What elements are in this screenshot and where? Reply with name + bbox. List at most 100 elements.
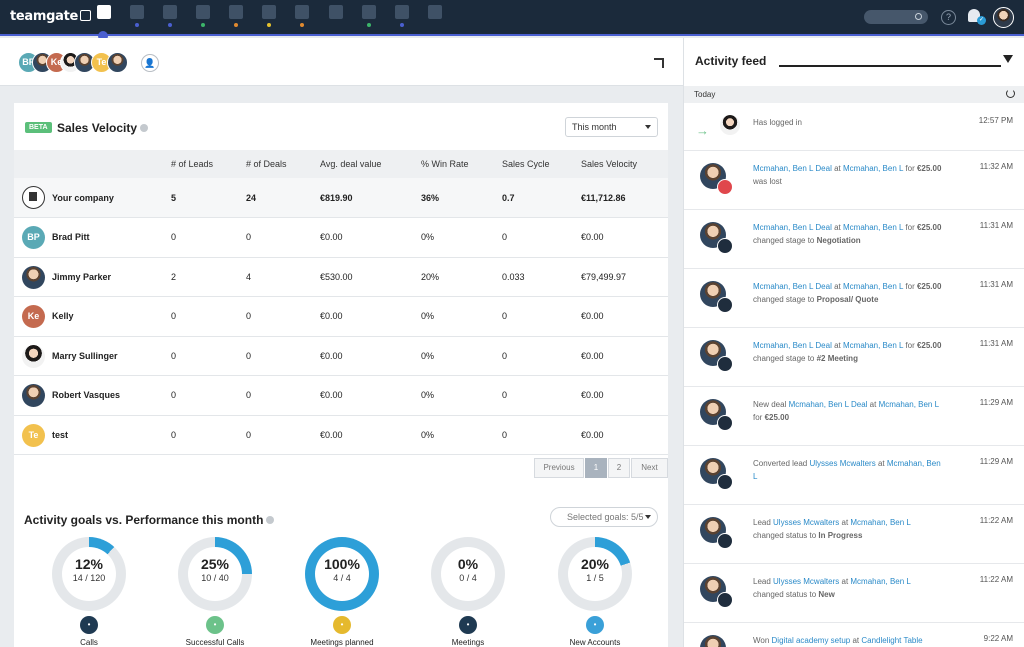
refresh-icon[interactable]	[1006, 89, 1015, 98]
info-icon[interactable]	[266, 516, 275, 524]
feed-link[interactable]: Ulysses Mcwalters	[773, 577, 840, 586]
table-row[interactable]: Jimmy Parker 2 4 €530.00 20% 0.033 €79,499.97	[14, 257, 668, 297]
contacts-icon[interactable]	[196, 5, 210, 19]
table-row[interactable]: Your company 5 24 €819.90 36% 0.7 €11,712.86	[14, 178, 668, 218]
feed-link[interactable]: Mcmahan, Ben L	[753, 459, 941, 481]
companies-dot	[168, 23, 172, 27]
feed-link[interactable]: Mcmahan, Ben L	[850, 577, 911, 586]
cell-leads: 0	[171, 336, 246, 376]
teamgate-logo[interactable]: teamgate	[10, 9, 92, 24]
expand-icon[interactable]	[654, 58, 664, 68]
feed-user-avatar[interactable]	[700, 635, 726, 647]
table-row[interactable]: Te test 0 0 €0.00 0% 0 €0.00	[14, 415, 668, 455]
info-icon[interactable]	[140, 124, 149, 132]
feed-text: Lead Ulysses Mcwalters at Mcmahan, Ben L…	[753, 516, 943, 542]
feed-link[interactable]: Ulysses Mcwalters	[773, 518, 840, 527]
companies-icon[interactable]	[163, 5, 177, 19]
feed-link[interactable]: Mcmahan, Ben L	[842, 282, 904, 291]
calendar-icon[interactable]	[262, 5, 276, 19]
goal-fraction: 4 / 4	[333, 573, 351, 583]
feed-item[interactable]: → Has logged in 12:57 PM	[684, 103, 1024, 151]
help-icon[interactable]: ?	[941, 10, 956, 25]
feed-item[interactable]: Lead Ulysses Mcwalters at Mcmahan, Ben L…	[684, 505, 1024, 564]
feed-item[interactable]: Mcmahan, Ben L Deal at Mcmahan, Ben L fo…	[684, 151, 1024, 210]
add-user-icon[interactable]: 👤	[141, 54, 159, 72]
row-name-label: Jimmy Parker	[52, 271, 112, 282]
feed-link[interactable]: Mcmahan, Ben L	[842, 341, 904, 350]
logo-gear-icon	[80, 10, 92, 21]
team-avatar-te[interactable]: Te	[91, 52, 112, 73]
period-select[interactable]: This month	[565, 117, 658, 137]
feed-item[interactable]: Converted lead Ulysses Mcwalters at Mcma…	[684, 446, 1024, 505]
feed-item[interactable]: Lead Ulysses Mcwalters at Mcmahan, Ben L…	[684, 564, 1024, 623]
feed-item[interactable]: Mcmahan, Ben L Deal at Mcmahan, Ben L fo…	[684, 269, 1024, 328]
user-initials-avatar: Ke	[22, 305, 45, 328]
user-avatar	[22, 344, 45, 368]
feed-text: Won Digital academy setup at Candlelight…	[753, 634, 943, 647]
pagination-page-1[interactable]: 1	[585, 458, 607, 478]
col-leads: # of Leads	[171, 150, 246, 178]
team-avatar-photo[interactable]	[107, 52, 128, 73]
cell-deals: 4	[246, 257, 320, 297]
feed-item[interactable]: Mcmahan, Ben L Deal at Mcmahan, Ben L fo…	[684, 328, 1024, 387]
goal-progress-ring: 20% 1 / 5	[558, 537, 632, 611]
feed-link[interactable]: Mcmahan, Ben L	[878, 400, 939, 409]
feed-link[interactable]: Mcmahan, Ben L Deal	[788, 400, 868, 409]
table-row[interactable]: Robert Vasques 0 0 €0.00 0% 0 €0.00	[14, 375, 668, 416]
row-name: Your company	[14, 178, 171, 218]
feed-link[interactable]: Ulysses Mcwalters	[809, 459, 876, 468]
feed-link[interactable]: Candlelight Table	[861, 636, 923, 645]
goals-select[interactable]: Selected goals: 5/5	[550, 507, 658, 527]
feed-text-fragment: for	[753, 413, 765, 422]
feed-time: 11:31 AM	[979, 339, 1013, 348]
filter-icon[interactable]	[1003, 55, 1013, 63]
products-icon[interactable]	[295, 5, 309, 19]
cell-win: 0%	[421, 217, 502, 258]
feed-text-fragment: Lead	[753, 518, 774, 527]
cell-deals: 0	[246, 415, 320, 455]
feed-link[interactable]: Mcmahan, Ben L	[842, 223, 904, 232]
feed-time: 9:22 AM	[983, 634, 1013, 643]
feed-link[interactable]: Digital academy setup	[771, 636, 851, 645]
leads-icon[interactable]	[130, 5, 144, 19]
feed-text-fragment: at	[831, 341, 843, 350]
user-avatar[interactable]	[993, 7, 1014, 28]
sales-velocity-title: Sales Velocity	[57, 121, 149, 135]
reports-icon[interactable]	[362, 5, 376, 19]
lead-icon	[717, 592, 733, 608]
feed-link[interactable]: Mcmahan, Ben L	[850, 518, 911, 527]
feed-day-header: Today	[684, 86, 1024, 103]
tasks-icon[interactable]	[395, 5, 409, 19]
cell-cycle: 0	[502, 336, 581, 376]
pagination-next[interactable]: Next	[631, 458, 668, 478]
feed-item[interactable]: Mcmahan, Ben L Deal at Mcmahan, Ben L fo…	[684, 210, 1024, 269]
feed-item[interactable]: Won Digital academy setup at Candlelight…	[684, 623, 1024, 647]
feed-link[interactable]: Mcmahan, Ben L	[842, 164, 904, 173]
table-row[interactable]: Marry Sullinger 0 0 €0.00 0% 0 €0.00	[14, 336, 668, 376]
cell-avg: €0.00	[320, 375, 421, 416]
feed-item[interactable]: New deal Mcmahan, Ben L Deal at Mcmahan,…	[684, 387, 1024, 446]
table-row[interactable]: BP Brad Pitt 0 0 €0.00 0% 0 €0.00	[14, 217, 668, 258]
pagination-previous[interactable]: Previous	[534, 458, 584, 478]
feed-link[interactable]: Mcmahan, Ben L Deal	[753, 282, 832, 291]
feed-emphasis: €25.00	[916, 282, 942, 291]
cell-velocity: €0.00	[581, 415, 668, 455]
pagination-page-2[interactable]: 2	[608, 458, 630, 478]
dashboard-icon[interactable]	[97, 5, 111, 19]
deal-lost-icon	[717, 179, 733, 195]
feed-link[interactable]: Mcmahan, Ben L Deal	[753, 341, 832, 350]
feed-link[interactable]: Mcmahan, Ben L Deal	[753, 164, 832, 173]
feed-text-fragment: New deal	[753, 400, 789, 409]
files-icon[interactable]	[428, 5, 442, 19]
cell-velocity: €0.00	[581, 336, 668, 376]
feed-text-fragment: at	[850, 636, 862, 645]
table-row[interactable]: Ke Kelly 0 0 €0.00 0% 0 €0.00	[14, 296, 668, 337]
cell-avg: €819.90	[320, 178, 421, 218]
documents-icon[interactable]	[329, 5, 343, 19]
feed-time: 11:31 AM	[979, 280, 1013, 289]
feed-user-avatar[interactable]	[720, 115, 740, 135]
search-input[interactable]	[864, 10, 928, 24]
deals-icon[interactable]	[229, 5, 243, 19]
feed-link[interactable]: Mcmahan, Ben L Deal	[753, 223, 832, 232]
row-name-label: Marry Sullinger	[52, 350, 118, 361]
